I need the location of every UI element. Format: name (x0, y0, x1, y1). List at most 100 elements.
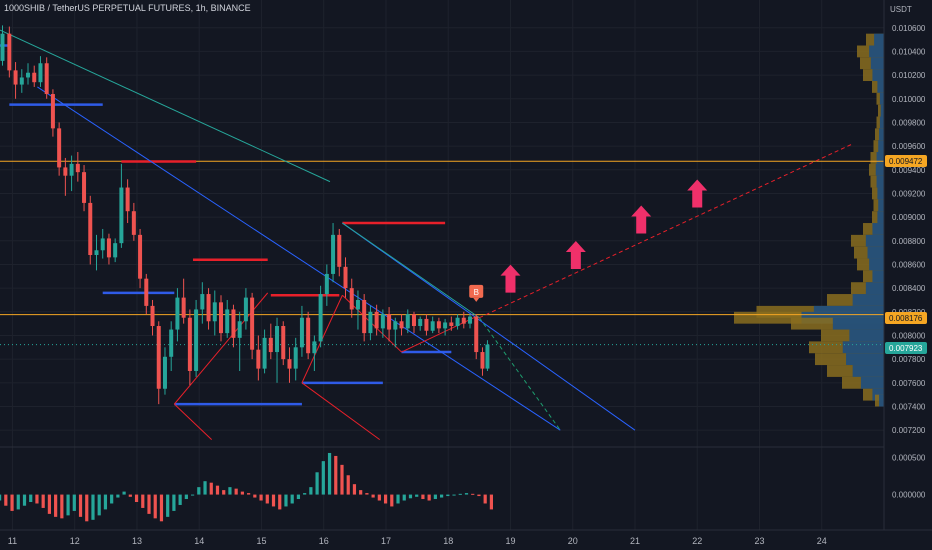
volume-profile-bar-inner (879, 116, 884, 129)
candle-body (468, 316, 473, 324)
candle-body (312, 341, 317, 354)
candle-body (113, 243, 118, 258)
trendline (301, 382, 381, 441)
price-tick-label: 0.008400 (892, 284, 926, 293)
oscillator-bar (303, 493, 307, 495)
oscillator-bar (334, 455, 338, 495)
oscillator-bar (321, 461, 325, 495)
trendline (478, 317, 561, 431)
volume-profile-bar-inner (880, 104, 884, 117)
signal-marker-pointer (473, 297, 480, 302)
candle-body (243, 297, 248, 322)
candle-body (256, 349, 261, 369)
time-tick-label: 18 (443, 536, 453, 546)
price-tick-label: 0.010400 (892, 47, 926, 56)
oscillator-bar (427, 494, 431, 501)
volume-profile-bar-inner (872, 223, 884, 235)
volume-profile-bar-inner (872, 270, 884, 283)
oscillator-tick-label: 0.000000 (892, 491, 926, 500)
candle-body (318, 294, 323, 342)
candle-body (26, 72, 31, 78)
candle-body (449, 322, 454, 327)
oscillator-bar (327, 452, 332, 495)
oscillator-bar (234, 488, 238, 495)
volume-profile-bar-inner (832, 317, 884, 330)
oscillator-bar (72, 494, 76, 511)
candle-body (237, 321, 242, 338)
candles-layer[interactable] (0, 25, 490, 405)
volume-profile (734, 33, 884, 407)
oscillator-bar (116, 494, 120, 498)
time-tick-label: 17 (381, 536, 391, 546)
candle-body (150, 305, 155, 327)
candle-body (125, 187, 130, 212)
candle-body (88, 202, 93, 255)
oscillator-pane[interactable] (0, 452, 494, 522)
candle-body (362, 299, 367, 334)
candle-body (480, 352, 485, 369)
oscillator-bar (97, 494, 101, 516)
volume-profile-bar-inner (878, 140, 884, 153)
oscillator-bar (166, 494, 170, 517)
oscillator-bar (483, 494, 487, 504)
candle-body (474, 316, 479, 353)
price-tag-mid-bg (885, 312, 927, 324)
oscillator-bar (0, 494, 2, 501)
time-tick-label: 23 (754, 536, 764, 546)
candle-body (0, 33, 5, 61)
volume-profile-bar-inner (852, 365, 884, 377)
candle-body (162, 356, 167, 389)
oscillator-bar (471, 493, 475, 495)
up-arrow-icon (565, 240, 586, 269)
price-tick-label: 0.007200 (892, 426, 926, 435)
chart-title[interactable]: 1000SHIB / TetherUS PERPETUAL FUTURES, 1… (4, 3, 251, 13)
price-tick-label: 0.008600 (892, 260, 926, 269)
candle-body (443, 322, 448, 329)
candle-body (455, 317, 460, 327)
oscillator-bar (153, 494, 157, 519)
signal-marker-badge (469, 284, 484, 298)
oscillator-bar (290, 494, 294, 504)
oscillator-bar (66, 494, 70, 516)
oscillator-bar (54, 494, 58, 517)
time-axis[interactable]: 11 12 13 14 15 16 17 18 19 20 21 22 23 24 (8, 536, 827, 546)
oscillator-bar (259, 494, 263, 501)
oscillator-bar (346, 475, 350, 495)
oscillator-bar (159, 494, 164, 522)
candle-body (94, 250, 99, 255)
candle-body (225, 309, 230, 334)
candle-body (337, 234, 342, 267)
candle-body (299, 317, 304, 348)
oscillator-bar (178, 494, 182, 505)
volume-profile-bar-inner (875, 163, 884, 176)
trendline (342, 222, 636, 431)
volume-profile-bar-inner (867, 246, 884, 259)
oscillator-bar (315, 472, 319, 495)
oscillator-bar (253, 494, 257, 498)
oscillator-bar (47, 494, 52, 514)
time-tick-label: 21 (630, 536, 640, 546)
candle-body (374, 311, 379, 329)
time-tick-label: 11 (8, 536, 17, 546)
candle-body (82, 172, 87, 203)
candle-body (405, 314, 410, 329)
volume-profile-bar-inner (877, 81, 884, 93)
oscillator-axis: 0.000500 0.000000 (892, 453, 926, 499)
price-tick-label: 0.008000 (892, 331, 926, 340)
candle-body (418, 318, 423, 327)
oscillator-bar (147, 494, 151, 514)
oscillator-bar (421, 494, 425, 500)
oscillator-bar (352, 484, 357, 495)
oscillator-bar (278, 494, 282, 510)
oscillator-bar (408, 494, 413, 499)
trendline (342, 222, 480, 319)
candle-body (387, 314, 392, 330)
candle-body (461, 317, 466, 324)
oscillator-bar (197, 487, 201, 495)
price-tick-label: 0.009000 (892, 213, 926, 222)
oscillator-bar (10, 494, 14, 511)
candle-body (144, 278, 149, 306)
oscillator-bar (85, 494, 89, 522)
candle-body (63, 167, 68, 176)
